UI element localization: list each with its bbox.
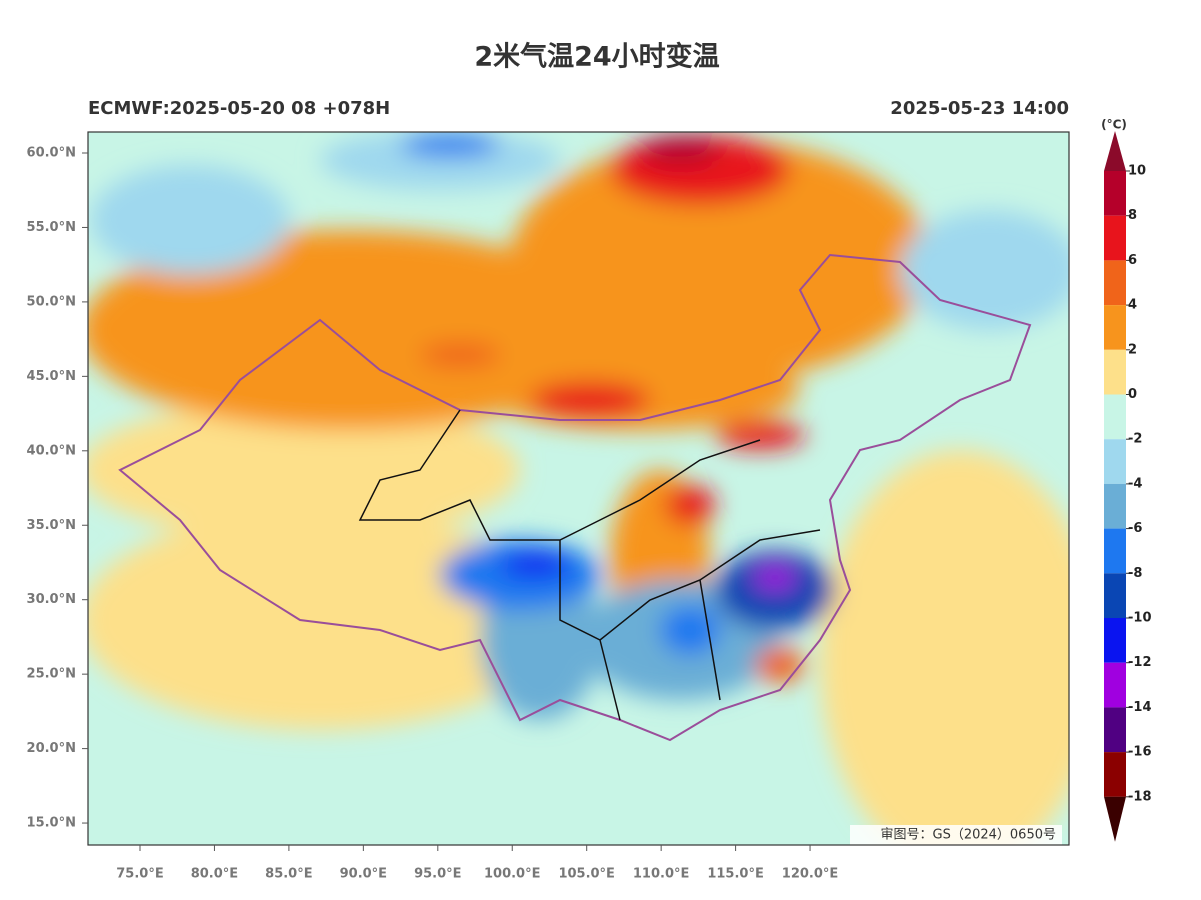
map-frame	[87, 131, 1070, 846]
lat-tick-label: 20.0°N	[27, 741, 76, 756]
credit: 审图号：GS（2024）0650号	[881, 828, 1057, 843]
colorbar-label: -16	[1128, 745, 1152, 760]
lon-tick-label: 115.0°E	[707, 867, 764, 882]
colorbar-label: -6	[1128, 521, 1142, 536]
colorbar-band	[1104, 215, 1126, 261]
lat-tick-label: 35.0°N	[27, 518, 76, 533]
colorbar-label: 4	[1128, 298, 1137, 313]
colorbar-band	[1104, 618, 1126, 663]
lat-tick-label: 60.0°N	[27, 146, 76, 161]
map-field	[88, 132, 1069, 845]
subtitle-left: ECMWF:2025-05-20 08 +078H	[88, 98, 390, 119]
colorbar-label: 6	[1128, 253, 1137, 268]
colorbar-unit: (°C)	[1101, 118, 1127, 132]
colorbar-label: -18	[1128, 789, 1152, 804]
subtitle-right: 2025-05-23 14:00	[890, 98, 1069, 119]
lat-tick-label: 45.0°N	[27, 369, 76, 384]
colorbar-band	[1104, 439, 1126, 484]
colorbar-band	[1104, 260, 1126, 306]
colorbar-label: 10	[1128, 164, 1146, 179]
colorbar-label: 0	[1128, 387, 1137, 402]
colorbar-label: -10	[1128, 611, 1152, 626]
colorbar-label: -14	[1128, 700, 1152, 715]
lon-tick-label: 95.0°E	[414, 867, 461, 882]
lat-tick-label: 40.0°N	[27, 443, 76, 458]
colorbar-band	[1104, 305, 1126, 350]
colorbar-band	[1104, 483, 1126, 529]
colorbar-label: -4	[1128, 476, 1142, 491]
lon-tick-label: 80.0°E	[191, 867, 238, 882]
lon-tick-label: 75.0°E	[116, 867, 163, 882]
lon-tick-label: 100.0°E	[484, 867, 541, 882]
lat-tick-label: 30.0°N	[27, 592, 76, 607]
colorbar-band	[1104, 528, 1126, 574]
lat-tick-label: 15.0°N	[27, 816, 76, 831]
colorbar-extend-high	[1104, 131, 1126, 171]
colorbar-band	[1104, 394, 1126, 440]
colorbar-label: -8	[1128, 566, 1142, 581]
colorbar-band	[1104, 707, 1126, 753]
lat-tick-label: 50.0°N	[27, 294, 76, 309]
colorbar-band	[1104, 662, 1126, 708]
lat-tick-label: 25.0°N	[27, 667, 76, 682]
title: 2米气温24小时变温	[474, 41, 719, 73]
colorbar-band	[1104, 171, 1126, 216]
colorbar-band	[1104, 349, 1126, 395]
colorbar-band	[1104, 752, 1126, 797]
lon-tick-label: 105.0°E	[558, 867, 615, 882]
colorbar-extend-low	[1104, 796, 1126, 842]
lat-tick-label: 55.0°N	[27, 220, 76, 235]
colorbar-label: -12	[1128, 655, 1152, 670]
lon-tick-label: 85.0°E	[265, 867, 312, 882]
lon-tick-label: 120.0°E	[782, 867, 839, 882]
colorbar-label: -2	[1128, 432, 1142, 447]
lon-tick-label: 110.0°E	[633, 867, 690, 882]
colorbar-band	[1104, 573, 1126, 618]
lon-tick-label: 90.0°E	[340, 867, 387, 882]
colorbar-label: 2	[1128, 342, 1137, 357]
colorbar-label: 8	[1128, 208, 1137, 223]
